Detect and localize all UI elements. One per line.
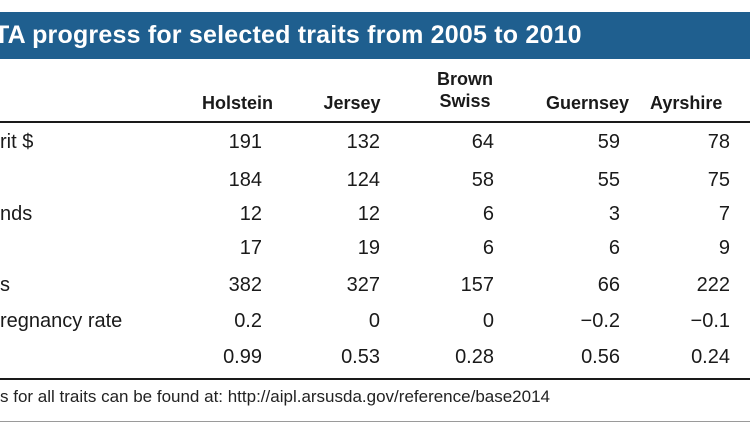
cell-ayrshire: 9 bbox=[718, 237, 730, 259]
cell-ayrshire: 0.24 bbox=[691, 346, 730, 368]
cell-brown-swiss: 6 bbox=[482, 203, 494, 225]
cell-holstein: 12 bbox=[239, 203, 262, 225]
cell-holstein: 191 bbox=[228, 131, 262, 153]
cell-guernsey: 6 bbox=[608, 237, 620, 259]
cell-ayrshire: 7 bbox=[718, 203, 730, 225]
cell-brown-swiss: 58 bbox=[471, 169, 494, 191]
table-row: 184 124 58 55 75 bbox=[0, 163, 750, 197]
column-header-brown-swiss: Brown Swiss bbox=[437, 69, 493, 111]
table-title-bar: TA progress for selected traits from 200… bbox=[0, 12, 750, 59]
bottom-rule bbox=[0, 421, 750, 422]
row-label: regnancy rate bbox=[0, 310, 123, 332]
cell-ayrshire: 75 bbox=[707, 169, 730, 191]
column-header-row: Holstein Jersey Brown Swiss Guernsey Ayr… bbox=[0, 62, 750, 124]
cell-brown-swiss: 64 bbox=[471, 131, 494, 153]
cell-ayrshire: −0.1 bbox=[690, 310, 730, 332]
cell-ayrshire: 78 bbox=[707, 131, 730, 153]
column-header-guernsey: Guernsey bbox=[545, 93, 630, 113]
cell-guernsey: 59 bbox=[597, 131, 620, 153]
row-label: s bbox=[0, 274, 10, 296]
row-label: rit $ bbox=[0, 131, 34, 153]
row-label: nds bbox=[0, 203, 33, 225]
footer-rule bbox=[0, 378, 750, 380]
header-rule bbox=[0, 121, 750, 123]
cell-brown-swiss: 0 bbox=[482, 310, 494, 332]
cell-brown-swiss: 157 bbox=[460, 274, 494, 296]
cell-jersey: 327 bbox=[346, 274, 380, 296]
cell-guernsey: −0.2 bbox=[580, 310, 620, 332]
cell-jersey: 0 bbox=[368, 310, 380, 332]
table-footnote: s for all traits can be found at: http:/… bbox=[0, 387, 551, 406]
cell-jersey: 132 bbox=[346, 131, 380, 153]
cell-guernsey: 55 bbox=[597, 169, 620, 191]
cell-guernsey: 3 bbox=[608, 203, 620, 225]
column-header-jersey: Jersey bbox=[323, 93, 381, 113]
cell-holstein: 0.99 bbox=[223, 346, 262, 368]
table-title: TA progress for selected traits from 200… bbox=[0, 21, 582, 49]
cell-ayrshire: 222 bbox=[696, 274, 730, 296]
cell-holstein: 0.2 bbox=[234, 310, 262, 332]
cell-guernsey: 66 bbox=[597, 274, 620, 296]
cell-jersey: 0.53 bbox=[341, 346, 380, 368]
column-header-ayrshire: Ayrshire bbox=[650, 93, 723, 113]
cell-jersey: 19 bbox=[357, 237, 380, 259]
table-row: regnancy rate 0.2 0 0 −0.2 −0.1 bbox=[0, 304, 750, 338]
table-row: s 382 327 157 66 222 bbox=[0, 268, 750, 302]
column-header-holstein: Holstein bbox=[201, 93, 273, 113]
cell-holstein: 382 bbox=[228, 274, 262, 296]
cell-jersey: 124 bbox=[346, 169, 380, 191]
cell-brown-swiss: 0.28 bbox=[455, 346, 494, 368]
table-row: 17 19 6 6 9 bbox=[0, 231, 750, 265]
cell-guernsey: 0.56 bbox=[581, 346, 620, 368]
table-row: 0.99 0.53 0.28 0.56 0.24 bbox=[0, 340, 750, 374]
cell-holstein: 17 bbox=[239, 237, 262, 259]
cell-brown-swiss: 6 bbox=[482, 237, 494, 259]
cell-jersey: 12 bbox=[357, 203, 380, 225]
cell-holstein: 184 bbox=[228, 169, 262, 191]
table-row: nds 12 12 6 3 7 bbox=[0, 197, 750, 231]
table-row: rit $ 191 132 64 59 78 bbox=[0, 125, 750, 159]
